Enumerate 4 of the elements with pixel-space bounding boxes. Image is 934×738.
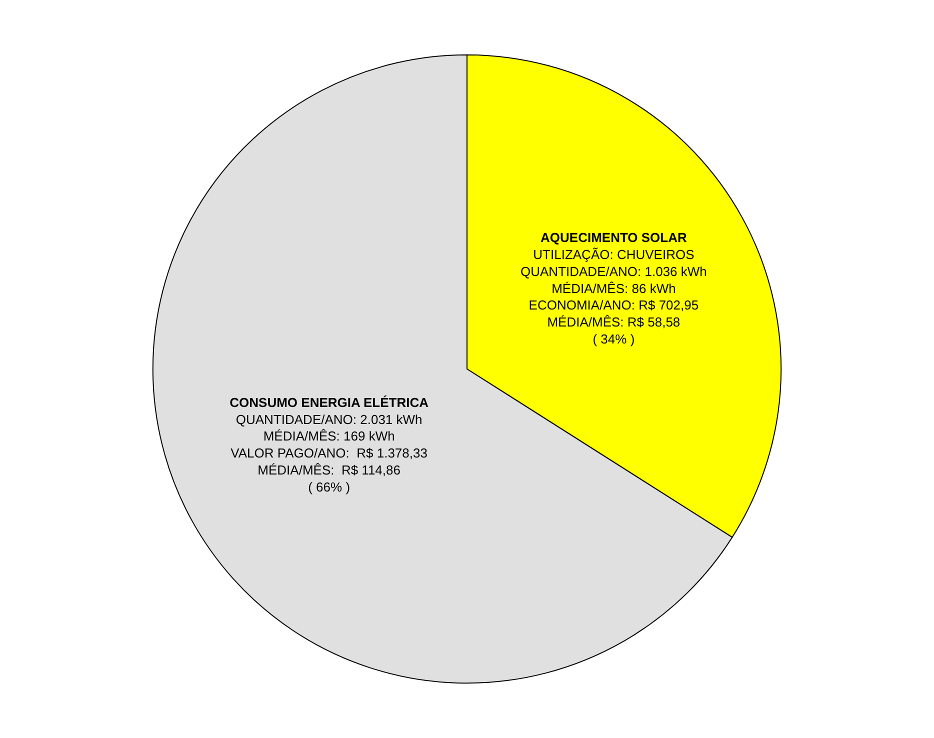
data-label: ( 66% ) <box>308 479 350 494</box>
slice-label: CONSUMO ENERGIA ELÉTRICA QUANTIDADE/ANO: 2.031 kWh MÉDIA/MÊS: 169 kWh VALOR PAGO/ANO: R$ 1.378,33 MÉDIA/MÊS: R$ 114,86 <box>230 394 430 478</box>
data-label: ( 34% ) <box>592 332 635 347</box>
slice-label: AQUECIMENTO SOLAR UTILIZAÇÃO: CHUVEIROS QUANTIDADE/ANO: 1.036 kWh MÉDIA/MÊS: 86 kWh ECONOMIA/ANO: R$ 702,95 MÉDIA/MÊS: R$ 58,58 <box>520 230 707 330</box>
